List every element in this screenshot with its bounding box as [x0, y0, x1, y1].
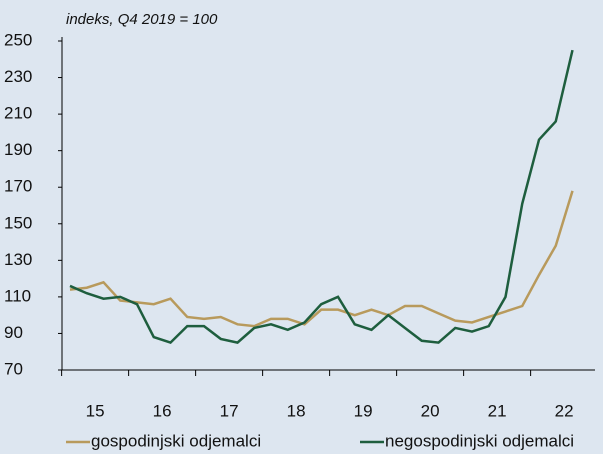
- x-tick-label: 21: [488, 401, 507, 420]
- legend-label: gospodinjski odjemalci: [91, 431, 261, 450]
- y-tick-label: 190: [4, 140, 32, 159]
- x-tick-label: 17: [220, 401, 239, 420]
- x-tick-label: 20: [421, 401, 440, 420]
- y-tick-label: 210: [4, 104, 32, 123]
- series-line: [69, 49, 574, 345]
- y-tick-label: 90: [4, 323, 23, 342]
- y-tick-label: 130: [4, 250, 32, 269]
- x-tick-label: 18: [287, 401, 306, 420]
- x-tick-label: 15: [86, 401, 105, 420]
- y-tick-label: 70: [4, 359, 23, 378]
- x-tick-label: 22: [555, 401, 574, 420]
- chart-subtitle: indeks, Q4 2019 = 100: [66, 11, 218, 28]
- y-tick-label: 170: [4, 177, 32, 196]
- y-tick-label: 250: [4, 30, 32, 49]
- y-tick-label: 110: [4, 286, 31, 305]
- y-tick-label: 230: [4, 67, 32, 86]
- y-tick-label: 150: [4, 213, 32, 232]
- series-line: [69, 190, 574, 328]
- x-tick-label: 19: [354, 401, 373, 420]
- x-tick-label: 16: [153, 401, 172, 420]
- legend-label: negospodinjski odjemalci: [385, 431, 574, 450]
